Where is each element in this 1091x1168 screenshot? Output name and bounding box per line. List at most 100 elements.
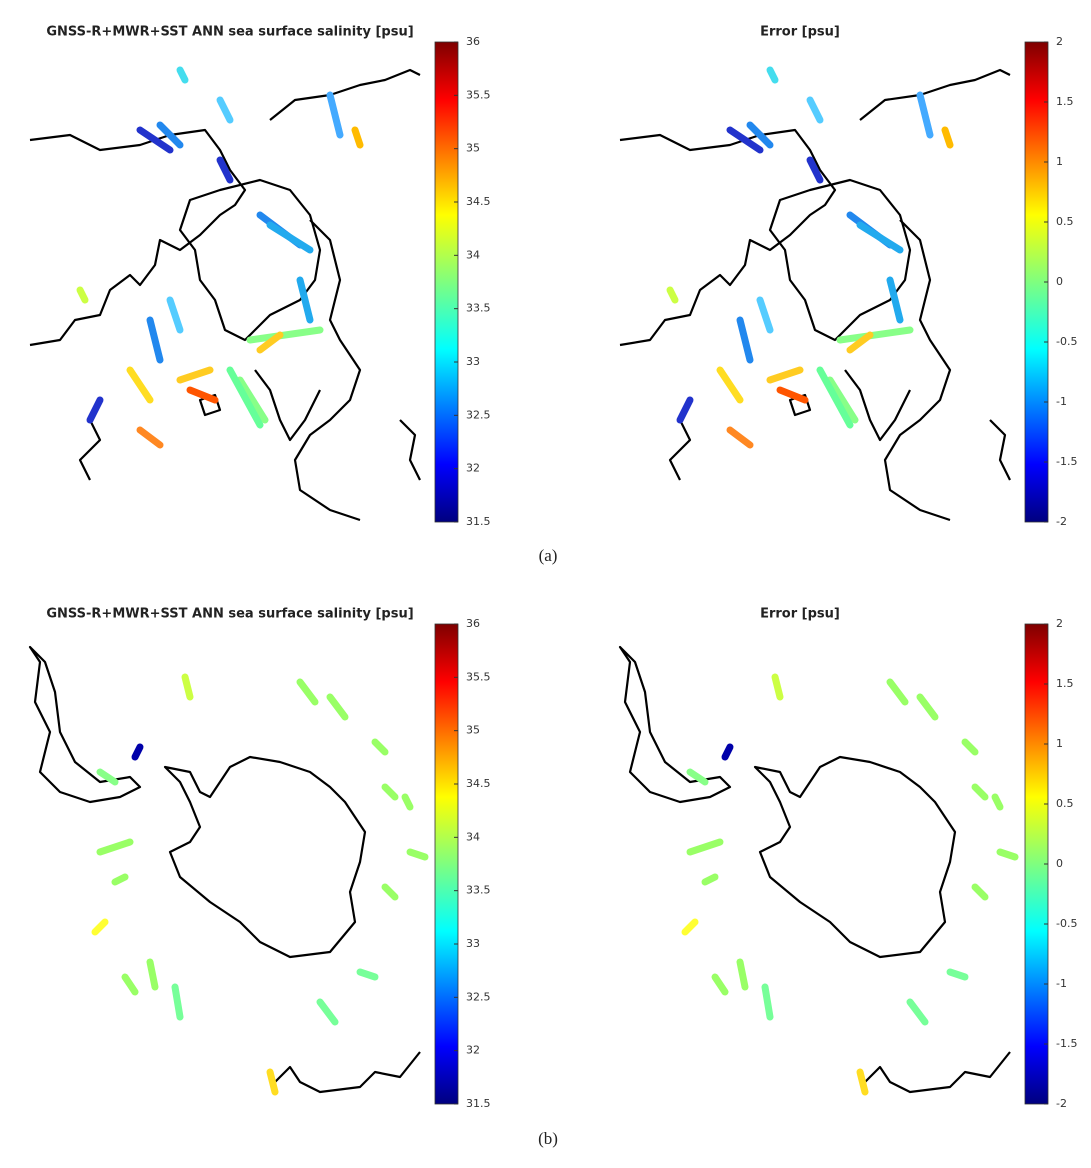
- track: [916, 91, 934, 139]
- track: [171, 983, 184, 1021]
- colorbar-tick-label: 1: [1056, 155, 1063, 168]
- panel-title: Error [psu]: [760, 607, 840, 622]
- caption: (a): [539, 546, 558, 565]
- track: [816, 366, 854, 429]
- colorbar-tick-label: 31.5: [466, 515, 491, 528]
- track: [666, 286, 679, 304]
- track: [86, 396, 104, 424]
- track: [711, 973, 729, 996]
- track: [226, 366, 264, 429]
- panel-title: GNSS-R+MWR+SST ANN sea surface salinity …: [46, 25, 413, 40]
- colorbar-tick-label: 2: [1056, 617, 1063, 630]
- track: [906, 998, 929, 1026]
- panel-title: GNSS-R+MWR+SST ANN sea surface salinity …: [46, 607, 413, 622]
- track: [96, 838, 134, 856]
- colorbar-tick-label: -1: [1056, 977, 1067, 990]
- colorbar-tick-label: 35.5: [466, 88, 491, 101]
- track: [946, 968, 969, 981]
- track: [381, 883, 399, 901]
- track: [96, 768, 119, 786]
- track: [746, 121, 774, 149]
- colorbar-tick-label: 34.5: [466, 195, 491, 208]
- track: [996, 848, 1019, 861]
- track: [776, 386, 809, 404]
- track: [166, 296, 184, 334]
- track: [401, 793, 414, 811]
- track: [886, 276, 904, 324]
- track: [121, 973, 139, 996]
- track: [856, 221, 904, 254]
- track: [736, 958, 749, 991]
- colorbar: [434, 41, 459, 523]
- track: [181, 673, 194, 701]
- track: [971, 883, 989, 901]
- colorbar-tick-label: -1.5: [1056, 455, 1077, 468]
- track: [836, 326, 914, 344]
- colorbar-tick-label: 0: [1056, 857, 1063, 870]
- colorbar-tick-label: 35: [466, 724, 480, 737]
- track: [676, 396, 694, 424]
- colorbar-tick-label: 34: [466, 830, 480, 843]
- colorbar-tick-label: 32.5: [466, 990, 491, 1003]
- coastline: [28, 645, 422, 1094]
- colorbar-tick-label: 34: [466, 248, 480, 261]
- track: [886, 678, 909, 706]
- track: [76, 286, 89, 304]
- colorbar-tick-label: -1.5: [1056, 1037, 1077, 1050]
- track: [846, 331, 874, 354]
- track: [726, 426, 754, 449]
- track: [146, 958, 159, 991]
- colorbar-tick-label: -0.5: [1056, 335, 1077, 348]
- track: [156, 121, 184, 149]
- colorbar-tick-label: 33.5: [466, 302, 491, 315]
- track: [686, 838, 724, 856]
- track: [771, 673, 784, 701]
- track: [316, 998, 339, 1026]
- track: [351, 126, 364, 149]
- track: [256, 331, 284, 354]
- track: [766, 66, 779, 84]
- track: [701, 873, 719, 886]
- track: [721, 743, 734, 761]
- coastline: [618, 645, 1012, 1094]
- colorbar-tick-label: 33: [466, 355, 480, 368]
- colorbar-tick-label: 1.5: [1056, 95, 1074, 108]
- track: [186, 386, 219, 404]
- coastline: [618, 68, 1012, 522]
- colorbar-tick-label: 35: [466, 142, 480, 155]
- colorbar-tick-label: 2: [1056, 35, 1063, 48]
- panel-title: Error [psu]: [760, 25, 840, 40]
- track: [381, 783, 399, 801]
- track: [686, 768, 709, 786]
- colorbar: [434, 623, 459, 1105]
- colorbar-tick-label: 32.5: [466, 408, 491, 421]
- track: [761, 983, 774, 1021]
- track: [856, 1068, 869, 1096]
- colorbar-tick-label: 34.5: [466, 777, 491, 790]
- colorbar-tick-label: 1: [1056, 737, 1063, 750]
- colorbar-tick-label: 35.5: [466, 670, 491, 683]
- track: [266, 1068, 279, 1096]
- track: [681, 918, 699, 936]
- colorbar-tick-label: -1: [1056, 395, 1067, 408]
- colorbar-tick-label: 36: [466, 617, 480, 630]
- colorbar-tick-label: 31.5: [466, 1097, 491, 1110]
- track: [356, 968, 379, 981]
- track: [916, 693, 939, 721]
- track: [961, 738, 979, 756]
- track: [326, 91, 344, 139]
- colorbar-tick-label: 32: [466, 1044, 480, 1057]
- track: [136, 426, 164, 449]
- track: [756, 296, 774, 334]
- track: [971, 783, 989, 801]
- track: [296, 276, 314, 324]
- track: [131, 743, 144, 761]
- track: [176, 66, 189, 84]
- track: [146, 316, 164, 364]
- caption: (b): [538, 1129, 558, 1148]
- colorbar-tick-label: 1.5: [1056, 677, 1074, 690]
- track: [726, 126, 764, 154]
- track: [826, 376, 859, 424]
- track: [176, 366, 214, 384]
